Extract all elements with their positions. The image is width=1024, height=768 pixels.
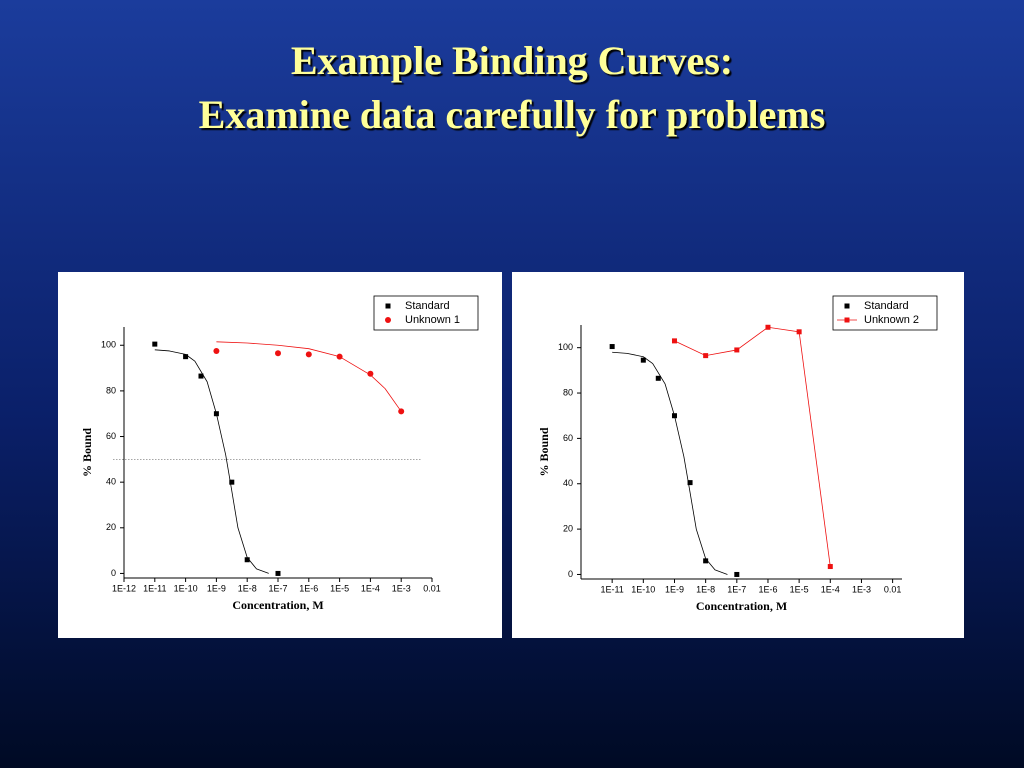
marker — [229, 479, 235, 485]
legend-label: Standard — [864, 300, 909, 312]
y-tick-label: 0 — [111, 568, 116, 578]
y-tick-label: 40 — [563, 478, 573, 488]
marker — [796, 329, 802, 335]
x-tick-label: 1E-9 — [207, 583, 226, 593]
marker — [734, 571, 740, 577]
marker — [655, 375, 661, 381]
x-tick-label: 1E-8 — [696, 584, 715, 594]
marker — [183, 354, 189, 360]
x-axis-label: Concentration, M — [696, 599, 787, 613]
x-tick-label: 1E-8 — [238, 583, 257, 593]
marker — [398, 408, 405, 415]
marker — [687, 480, 693, 486]
marker — [275, 350, 281, 357]
series-line — [674, 326, 831, 567]
y-tick-label: 60 — [106, 431, 116, 441]
x-tick-label: 1E-7 — [727, 584, 746, 594]
marker — [244, 557, 250, 563]
marker — [734, 347, 740, 353]
marker — [213, 347, 220, 354]
x-tick-label: 1E-3 — [852, 584, 871, 594]
marker — [367, 370, 374, 377]
legend-label: Standard — [405, 300, 450, 312]
marker — [275, 570, 281, 576]
y-tick-label: 80 — [106, 385, 116, 395]
marker — [609, 344, 615, 350]
marker — [152, 341, 158, 347]
legend-box — [373, 295, 479, 331]
x-tick-label: 1E-4 — [821, 584, 840, 594]
x-tick-label: 1E-10 — [174, 583, 198, 593]
x-tick-label: 1E-12 — [112, 583, 136, 593]
y-tick-label: 40 — [106, 477, 116, 487]
marker — [198, 373, 204, 379]
y-tick-label: 100 — [101, 340, 116, 350]
y-axis-label: % Bound — [80, 428, 94, 477]
legend-marker — [385, 317, 391, 323]
y-tick-label: 20 — [106, 522, 116, 532]
slide-title: Example Binding Curves: — [291, 38, 733, 83]
legend-marker — [385, 303, 391, 309]
x-tick-label: 1E-5 — [790, 584, 809, 594]
x-tick-label: 1E-11 — [600, 584, 623, 594]
x-tick-label: 1E-5 — [330, 583, 349, 593]
x-axis-label: Concentration, M — [232, 598, 323, 612]
x-tick-label: 0.01 — [884, 584, 902, 594]
x-tick-label: 1E-9 — [665, 584, 684, 594]
marker — [336, 353, 343, 360]
marker — [640, 357, 646, 363]
legend-label: Unknown 2 — [864, 314, 919, 326]
marker — [213, 411, 219, 417]
x-tick-label: 1E-7 — [268, 583, 287, 593]
x-tick-label: 1E-6 — [299, 583, 318, 593]
marker — [671, 413, 677, 419]
y-axis-label: % Bound — [537, 427, 551, 476]
y-tick-label: 80 — [563, 387, 573, 397]
x-tick-label: 1E-4 — [361, 583, 380, 593]
legend-marker — [844, 317, 850, 323]
marker — [827, 564, 833, 570]
x-tick-label: 1E-3 — [392, 583, 411, 593]
x-tick-label: 0.01 — [423, 583, 441, 593]
x-tick-label: 1E-6 — [758, 584, 777, 594]
marker — [765, 324, 771, 330]
fit-curve — [216, 341, 402, 412]
legend-label: Unknown 1 — [405, 314, 460, 326]
y-tick-label: 60 — [563, 433, 573, 443]
y-tick-label: 20 — [563, 523, 573, 533]
y-tick-label: 0 — [568, 569, 573, 579]
marker — [671, 338, 677, 344]
x-tick-label: 1E-10 — [631, 584, 655, 594]
legend-box — [832, 295, 938, 331]
legend-marker — [844, 303, 850, 309]
slide-title: Examine data carefully for problems — [199, 92, 826, 137]
chart-panel — [58, 272, 502, 638]
chart-panel — [512, 272, 964, 638]
marker — [703, 558, 709, 564]
x-tick-label: 1E-11 — [143, 583, 166, 593]
marker — [305, 351, 312, 358]
y-tick-label: 100 — [558, 342, 573, 352]
marker — [703, 353, 709, 359]
